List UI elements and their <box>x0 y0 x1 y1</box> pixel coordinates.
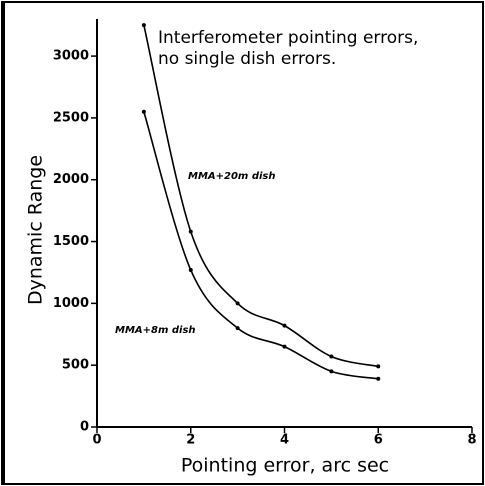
point <box>188 267 193 272</box>
series-label: MMA+20m dish <box>188 171 276 182</box>
point <box>329 354 334 359</box>
x-tick-label: 2 <box>186 433 195 448</box>
x-tick-label: 0 <box>92 433 101 448</box>
chart-title: no single dish errors. <box>158 49 336 69</box>
point <box>376 376 381 381</box>
point <box>141 23 146 28</box>
y-tick-label: 3000 <box>53 49 89 64</box>
y-tick-label: 0 <box>80 420 89 435</box>
x-tick-label: 6 <box>374 433 383 448</box>
point <box>141 109 146 114</box>
chart-title: Interferometer pointing errors, <box>158 28 418 48</box>
point <box>235 301 240 306</box>
x-axis-label: Pointing error, arc sec <box>181 455 389 477</box>
point <box>188 229 193 234</box>
y-tick-label: 1000 <box>53 296 89 311</box>
series-label: MMA+8m dish <box>115 325 196 336</box>
y-tick-label: 1500 <box>53 234 89 249</box>
y-tick-label: 2000 <box>53 172 89 187</box>
point <box>235 326 240 331</box>
y-tick-label: 500 <box>62 358 89 373</box>
point <box>376 364 381 369</box>
point <box>282 323 287 328</box>
y-axis-label: Dynamic Range <box>25 155 47 305</box>
point <box>329 369 334 374</box>
y-tick-label: 2500 <box>53 110 89 125</box>
x-tick-label: 4 <box>280 433 289 448</box>
point <box>282 344 287 349</box>
x-tick-label: 8 <box>467 433 476 448</box>
